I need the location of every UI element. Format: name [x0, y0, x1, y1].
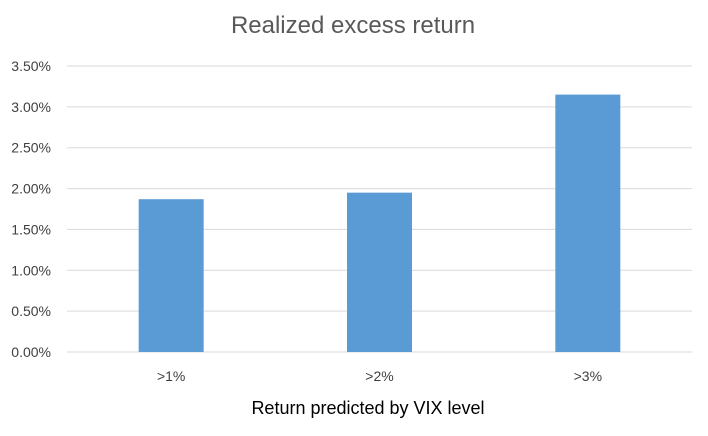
- y-tick-label: 2.00%: [11, 181, 51, 197]
- bars: [138, 94, 621, 352]
- bar: [138, 199, 204, 352]
- y-tick-label: 3.50%: [11, 58, 51, 74]
- bar: [347, 192, 412, 352]
- x-tick-label: >1%: [157, 368, 185, 384]
- y-tick-label: 1.00%: [11, 262, 51, 278]
- bar: [555, 94, 621, 352]
- y-tick-label: 3.00%: [11, 99, 51, 115]
- x-axis-ticks: >1% >2% >3%: [157, 368, 602, 384]
- x-tick-label: >3%: [574, 368, 602, 384]
- y-tick-label: 0.50%: [11, 303, 51, 319]
- x-axis-label: Return predicted by VIX level: [251, 398, 484, 418]
- y-tick-label: 0.00%: [11, 344, 51, 360]
- y-axis-ticks: 0.00% 0.50% 1.00% 1.50% 2.00% 2.50% 3.00% 3.50%: [11, 58, 51, 360]
- y-tick-label: 2.50%: [11, 140, 51, 156]
- chart-title: Realized excess return: [231, 12, 475, 39]
- x-tick-label: >2%: [365, 368, 393, 384]
- y-tick-label: 1.50%: [11, 221, 51, 237]
